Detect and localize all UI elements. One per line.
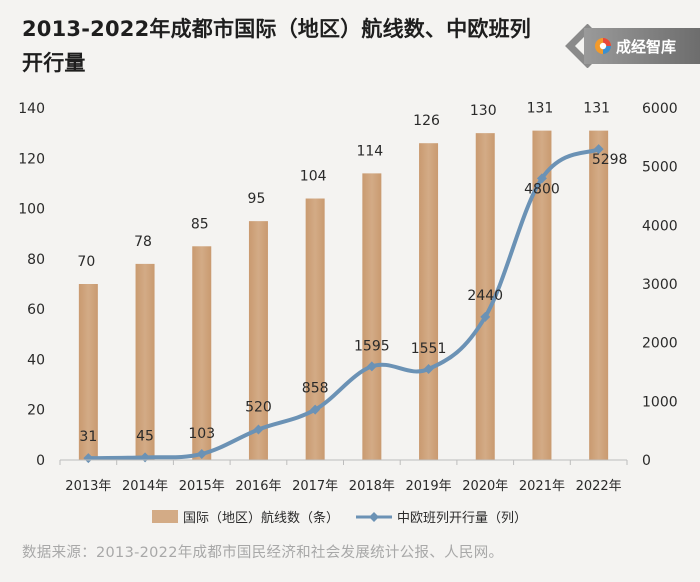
legend-line-label: 中欧班列开行量（列） xyxy=(397,511,527,526)
y-right-tick-label: 4000 xyxy=(642,218,678,234)
bar-value-label: 104 xyxy=(300,169,327,185)
x-tick-label: 2020年 xyxy=(462,479,508,494)
line-point-2020年 xyxy=(480,311,491,322)
y-right-tick-label: 3000 xyxy=(642,277,678,293)
line-value-label: 31 xyxy=(79,429,97,445)
bar-2020年 xyxy=(475,133,495,460)
bar-2013年 xyxy=(78,284,98,460)
bar-2022年 xyxy=(589,130,609,460)
data-source-note: 数据来源：2013-2022年成都市国民经济和社会发展统计公报、人民网。 xyxy=(22,545,504,561)
line-point-2018年 xyxy=(366,361,377,372)
x-tick-label: 2015年 xyxy=(179,479,225,494)
y-left-tick-label: 40 xyxy=(27,352,45,368)
bar-2019年 xyxy=(419,143,439,460)
line-point-2015年 xyxy=(196,448,207,459)
line-value-label: 520 xyxy=(245,399,272,415)
y-right-tick-label: 0 xyxy=(642,453,651,469)
y-right-tick-label: 2000 xyxy=(642,336,678,352)
y-left-tick-label: 80 xyxy=(27,252,45,268)
y-right-tick-label: 5000 xyxy=(642,160,678,176)
line-value-label: 858 xyxy=(302,381,329,397)
x-tick-label: 2013年 xyxy=(65,479,111,494)
y-left-tick-label: 60 xyxy=(27,302,45,318)
line-value-label: 2440 xyxy=(467,288,503,304)
x-tick-label: 2021年 xyxy=(519,479,565,494)
bar-value-label: 126 xyxy=(413,113,440,129)
line-point-2022年 xyxy=(593,144,604,155)
y-right-tick-label: 6000 xyxy=(642,101,678,117)
y-right-tick-label: 1000 xyxy=(642,394,678,410)
x-tick-label: 2019年 xyxy=(406,479,452,494)
bar-value-label: 95 xyxy=(248,191,266,207)
x-tick-label: 2022年 xyxy=(576,479,622,494)
line-value-label: 45 xyxy=(136,428,154,444)
line-value-label: 1551 xyxy=(411,341,447,357)
y-left-tick-label: 120 xyxy=(18,151,45,167)
chart-title: 2013-2022年成都市国际（地区）航线数、中欧班列开行量 xyxy=(22,17,532,75)
brand-logo: 成经智库 xyxy=(558,18,700,74)
bar-2021年 xyxy=(532,130,552,460)
bar-2018年 xyxy=(362,173,382,460)
line-point-2019年 xyxy=(423,364,434,375)
line-series-path xyxy=(88,147,600,461)
bar-2016年 xyxy=(248,221,268,460)
y-left-tick-label: 140 xyxy=(18,101,45,117)
bar-value-label: 85 xyxy=(191,216,209,232)
legend-bar-swatch xyxy=(152,510,178,523)
bar-value-label: 114 xyxy=(356,143,383,159)
line-value-label: 1595 xyxy=(354,338,390,354)
legend-bar-label: 国际（地区）航线数（条） xyxy=(183,510,339,526)
bar-value-label: 70 xyxy=(77,254,95,270)
brand-badge: 成经智库 xyxy=(584,28,700,64)
line-value-label: 103 xyxy=(188,426,215,442)
bar-2017年 xyxy=(305,198,325,460)
legend-line-marker xyxy=(369,512,379,522)
bar-2014年 xyxy=(135,263,155,460)
x-tick-label: 2014年 xyxy=(122,479,168,494)
line-point-2021年 xyxy=(536,173,547,184)
line-value-label: 4800 xyxy=(524,181,560,197)
x-tick-label: 2016年 xyxy=(235,479,281,494)
line-point-2016年 xyxy=(253,424,264,435)
bar-2015年 xyxy=(192,246,212,460)
bar-value-label: 78 xyxy=(134,234,152,250)
bar-value-label: 130 xyxy=(470,103,497,119)
x-tick-label: 2018年 xyxy=(349,479,395,494)
line-point-2017年 xyxy=(310,404,321,415)
line-point-2013年 xyxy=(83,453,94,464)
y-left-tick-label: 0 xyxy=(36,453,45,469)
brand-name: 成经智库 xyxy=(616,37,677,56)
bar-value-label: 131 xyxy=(583,101,610,117)
bar-value-label: 131 xyxy=(527,101,554,117)
line-value-label: 5298 xyxy=(592,152,628,168)
y-left-tick-label: 20 xyxy=(27,403,45,419)
brand-swirl-icon xyxy=(595,38,611,54)
x-tick-label: 2017年 xyxy=(292,479,338,494)
chevron-decoration-icon xyxy=(565,24,593,68)
y-left-tick-label: 100 xyxy=(18,202,45,218)
